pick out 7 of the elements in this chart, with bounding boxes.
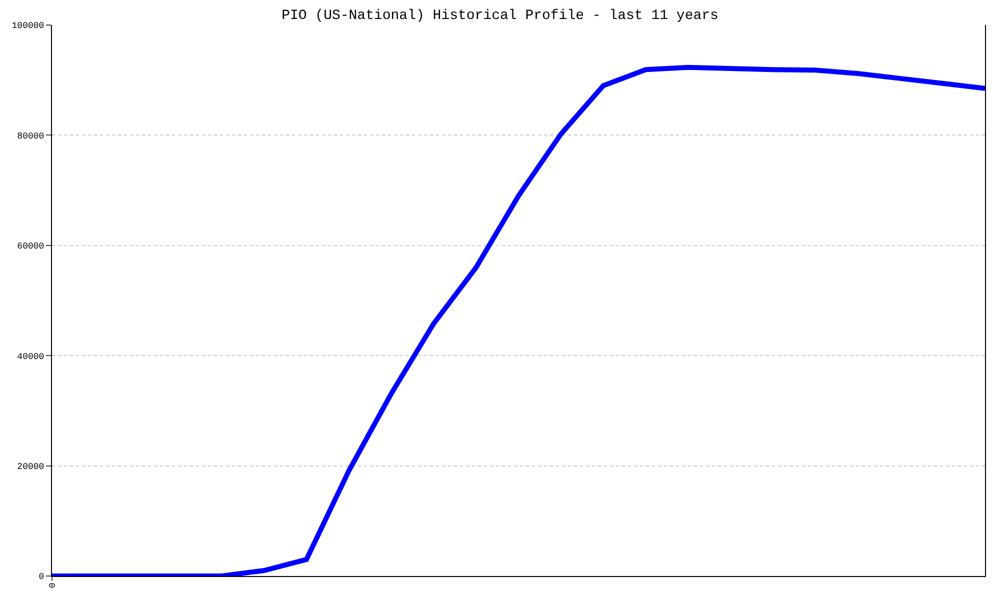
y-tick-label: 0 — [38, 572, 44, 582]
y-tick-label: 100000 — [12, 21, 44, 32]
y-tick-label: 80000 — [17, 131, 44, 142]
chart-title: PIO (US-National) Historical Profile - last 11 years — [282, 8, 718, 24]
y-tick-label: 40000 — [17, 352, 44, 362]
y-tick-label: 60000 — [17, 242, 44, 252]
y-tick-label: 20000 — [17, 462, 44, 472]
